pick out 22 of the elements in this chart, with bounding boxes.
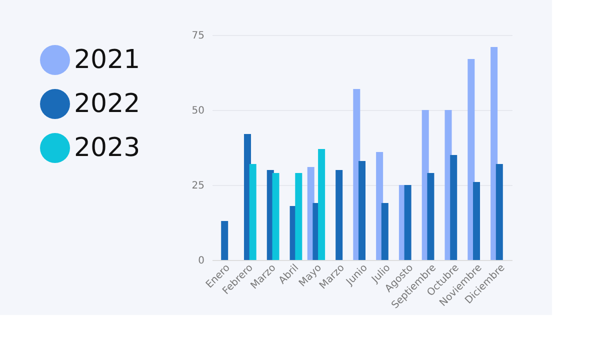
bar — [358, 161, 366, 260]
bar — [468, 59, 475, 260]
bar — [404, 185, 412, 260]
bar — [272, 173, 280, 260]
bar — [450, 155, 458, 260]
bar — [473, 182, 480, 260]
bar — [496, 164, 503, 260]
bar — [318, 149, 326, 260]
bar — [427, 173, 434, 260]
bar — [490, 47, 498, 260]
y-tick-label: 75 — [192, 30, 204, 42]
legend-label: 2021 — [74, 45, 140, 75]
bar — [336, 170, 343, 260]
bar — [221, 221, 228, 260]
y-tick-label: 0 — [198, 256, 204, 266]
bar — [249, 164, 256, 260]
bar — [381, 203, 388, 260]
legend-label: 2023 — [74, 133, 140, 163]
y-tick-label: 50 — [192, 106, 204, 116]
y-tick-label: 25 — [192, 180, 204, 192]
bar — [295, 173, 302, 260]
legend-label: 2022 — [74, 89, 140, 119]
